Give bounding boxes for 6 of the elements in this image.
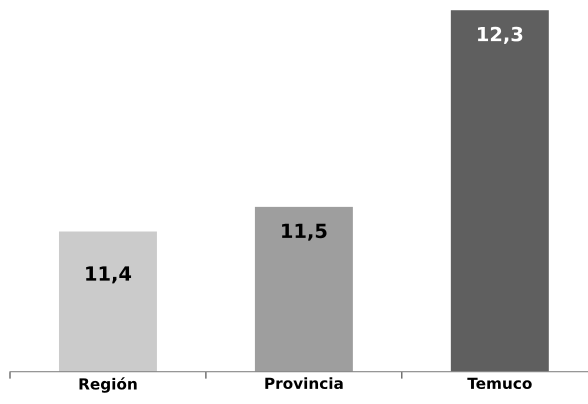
data-label: 11,4 — [86, 266, 132, 284]
data-label: 12,3 — [478, 26, 522, 44]
x-tick-label: Región — [80, 377, 137, 393]
data-label: 11,5 — [282, 224, 327, 241]
x-tick-label: Temuco — [467, 378, 532, 390]
x-tick-label: Provincia — [265, 377, 343, 390]
